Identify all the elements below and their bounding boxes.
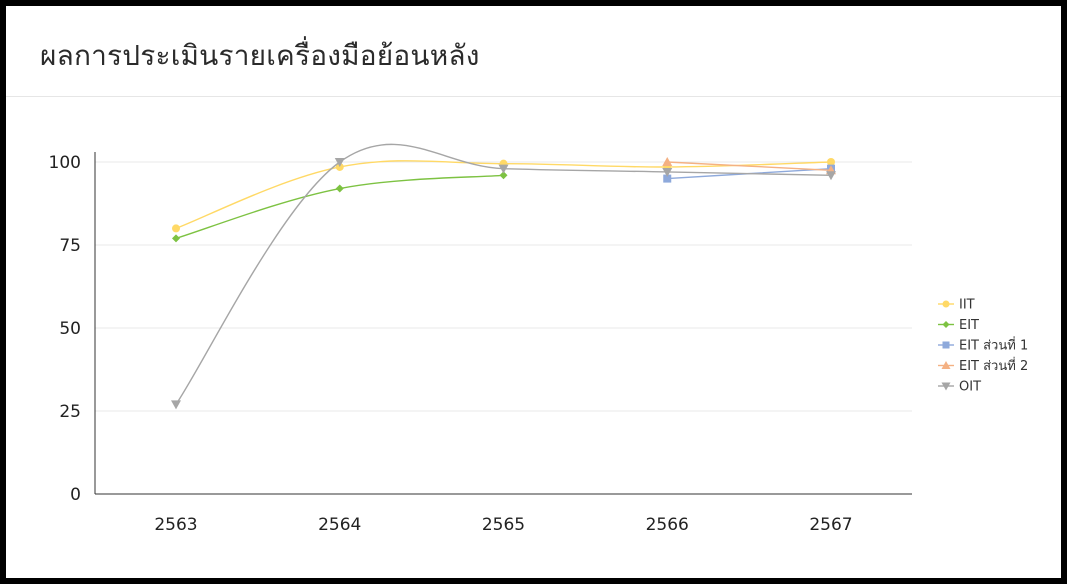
x-tick-2565: 2565	[482, 515, 525, 535]
data-point-OIT-2564[interactable]	[334, 158, 345, 167]
series-line-EIT ส่วนที่ 2	[667, 161, 832, 171]
axes	[94, 152, 912, 495]
data-point-OIT-2563[interactable]	[171, 400, 181, 410]
x-tick-labels: 2563 2564 2565 2566 2567	[154, 515, 852, 535]
data-point-IIT-2563[interactable]	[172, 224, 180, 233]
series-IIT	[172, 158, 835, 233]
series-lines	[171, 143, 836, 410]
legend-marker	[942, 341, 950, 349]
legend-label: EIT	[959, 318, 979, 333]
data-point-EIT ส่วนที่ 1-2566[interactable]	[663, 174, 672, 183]
y-tick-25: 25	[59, 402, 81, 422]
y-tick-labels: 0 25 50 75 100	[49, 153, 81, 505]
chart-plot: 0 25 50 75 100 2563 2564 2565 2566 2567 IIT EIT EI…	[49, 143, 1028, 535]
x-tick-2564: 2564	[318, 515, 361, 535]
data-point-OIT-2566[interactable]	[662, 167, 673, 177]
y-tick-50: 50	[59, 319, 81, 339]
legend-item-EIT[interactable]: EIT	[938, 318, 979, 333]
data-point-EIT-2565[interactable]	[499, 171, 508, 180]
x-tick-2567: 2567	[809, 515, 852, 535]
y-tick-0: 0	[70, 485, 81, 505]
series-line-OIT	[175, 143, 832, 405]
series-OIT	[171, 143, 836, 410]
legend-marker	[942, 321, 950, 328]
legend-item-EIT ส่วนที่ 1[interactable]: EIT ส่วนที่ 1	[938, 337, 1028, 354]
data-point-EIT-2564[interactable]	[335, 184, 344, 193]
data-point-OIT-2567[interactable]	[826, 171, 836, 181]
series-EIT	[172, 171, 508, 243]
legend-marker	[941, 382, 951, 391]
legend-item-EIT ส่วนที่ 2[interactable]: EIT ส่วนที่ 2	[938, 357, 1028, 374]
legend-label: IIT	[959, 298, 975, 313]
legend-marker	[941, 361, 951, 369]
legend[interactable]: IIT EIT EIT ส่วนที่ 1 EIT ส่วนที่ 2 OIT	[938, 298, 1028, 395]
x-tick-2566: 2566	[646, 515, 689, 535]
data-point-IIT-2567[interactable]	[827, 158, 835, 166]
legend-label: OIT	[959, 380, 981, 395]
legend-label: EIT ส่วนที่ 1	[959, 337, 1028, 354]
x-tick-2563: 2563	[154, 515, 197, 535]
y-tick-100: 100	[49, 153, 81, 173]
legend-item-IIT[interactable]: IIT	[938, 298, 975, 313]
grid-lines	[95, 161, 912, 412]
legend-marker	[942, 300, 950, 308]
legend-label: EIT ส่วนที่ 2	[959, 357, 1028, 374]
y-tick-75: 75	[59, 236, 81, 256]
data-point-OIT-2565[interactable]	[498, 164, 509, 174]
chart-header: ผลการประเมินรายเครื่องมือย้อนหลัง	[6, 6, 1061, 97]
chart-title: ผลการประเมินรายเครื่องมือย้อนหลัง	[40, 39, 480, 72]
legend-item-OIT[interactable]: OIT	[938, 380, 981, 395]
data-point-EIT-2563[interactable]	[172, 234, 180, 243]
data-point-EIT ส่วนที่ 2-2566[interactable]	[662, 157, 673, 166]
